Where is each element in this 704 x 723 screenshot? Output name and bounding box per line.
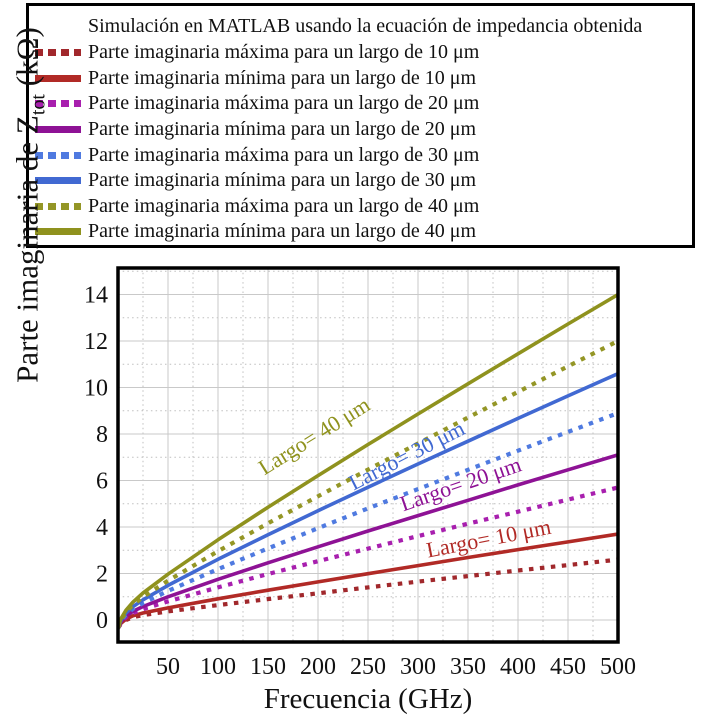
series-line: [118, 453, 618, 629]
legend-entry-label: Parte imaginaria máxima para un largo de…: [88, 194, 480, 217]
series-line: [118, 292, 618, 629]
x-tick-label: 500: [600, 654, 636, 680]
x-tick-label: 400: [500, 654, 536, 680]
legend-entry: Parte imaginaria máxima para un largo de…: [35, 142, 692, 168]
legend-entry-label: Parte imaginaria máxima para un largo de…: [88, 143, 480, 166]
legend-entry: Parte imaginaria máxima para un largo de…: [35, 40, 692, 66]
dotted-line-swatch: [35, 100, 81, 108]
solid-line-swatch: [35, 74, 81, 82]
y-tick-label: 12: [84, 329, 108, 355]
x-tick-label: 200: [300, 654, 336, 680]
solid-line-swatch: [35, 177, 81, 185]
y-tick-label: 6: [96, 469, 108, 495]
x-tick-labels: 50 100 150 200 250 300 350 400 450 500: [156, 654, 636, 680]
y-tick-label: 4: [96, 515, 108, 541]
solid-line-swatch: [35, 228, 81, 236]
legend-entry-label: Parte imaginaria máxima para un largo de…: [88, 92, 480, 115]
y-axis-title: Parte imaginaria de Ztot (kΩ): [9, 27, 50, 383]
y-axis-title-text: Parte imaginaria de Z: [9, 115, 45, 383]
x-tick-label: 150: [250, 654, 286, 680]
chart-legend: Simulación en MATLAB usando la ecuación …: [26, 3, 695, 248]
plot-frame: [116, 266, 620, 644]
x-tick-label: 450: [550, 654, 586, 680]
legend-entry: Parte imaginaria mínima para un largo de…: [35, 219, 692, 245]
y-tick-label: 8: [96, 422, 108, 448]
legend-entry-label: Parte imaginaria mínima para un largo de…: [88, 118, 477, 141]
solid-line-swatch: [35, 126, 81, 134]
legend-entry-label: Parte imaginaria mínima para un largo de…: [88, 66, 477, 89]
x-tick-label: 250: [350, 654, 386, 680]
legend-entry-label: Parte imaginaria máxima para un largo de…: [88, 41, 480, 64]
chart-area: Largo= 40 μm Largo= 30 μm Largo= 20 μm Larg…: [0, 250, 704, 723]
legend-entry: Parte imaginaria máxima para un largo de…: [35, 91, 692, 117]
x-tick-label: 100: [200, 654, 236, 680]
y-axis-title-subscript: tot: [27, 94, 50, 116]
legend-title: Simulación en MATLAB usando la ecuación …: [88, 15, 643, 37]
legend-entry: Parte imaginaria máxima para un largo de…: [35, 194, 692, 220]
legend-entry: Parte imaginaria mínima para un largo de…: [35, 66, 692, 92]
legend-entry: Parte imaginaria mínima para un largo de…: [35, 117, 692, 143]
legend-entry-label: Parte imaginaria mínima para un largo de…: [88, 169, 477, 192]
dotted-line-swatch: [35, 49, 81, 57]
y-tick-label: 2: [96, 562, 108, 588]
y-tick-label: 14: [84, 283, 108, 309]
legend-entries: Parte imaginaria máxima para un largo de…: [35, 40, 692, 245]
x-tick-label: 350: [450, 654, 486, 680]
series-lines: [118, 292, 618, 630]
y-tick-label: 0: [96, 608, 108, 634]
legend-entry-label: Parte imaginaria mínima para un largo de…: [88, 220, 477, 243]
legend-entry: Parte imaginaria mínima para un largo de…: [35, 168, 692, 194]
series-line: [118, 371, 618, 629]
x-tick-label: 300: [400, 654, 436, 680]
y-tick-label: 10: [84, 376, 108, 402]
x-axis-title: Frecuencia (GHz): [263, 683, 473, 715]
x-tick-label: 50: [156, 654, 180, 680]
dotted-line-swatch: [35, 151, 81, 159]
y-tick-labels: 0 2 4 6 8 10 12 14: [84, 283, 108, 635]
dotted-line-swatch: [35, 202, 81, 210]
y-axis-title-unit: (kΩ): [9, 27, 45, 95]
